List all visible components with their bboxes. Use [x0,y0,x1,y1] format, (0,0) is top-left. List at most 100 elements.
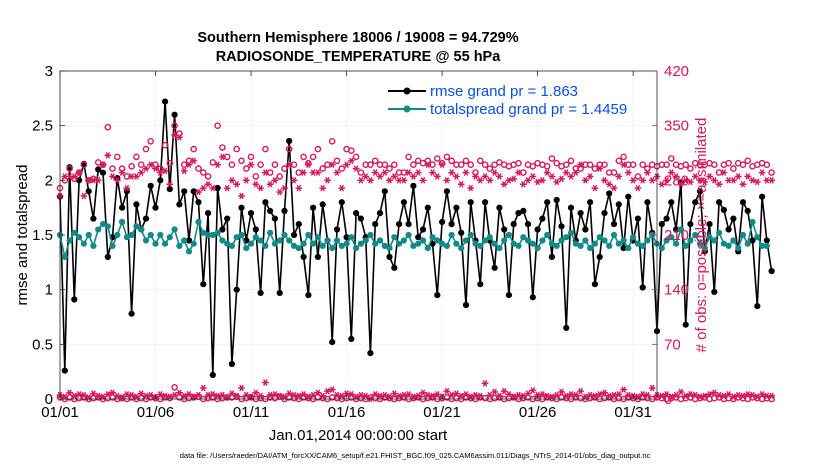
possible-obs-marker [548,155,556,162]
rmse-point [348,335,355,342]
assimilated-obs-marker-bottom [185,391,193,398]
assimilated-obs-marker-bottom [596,391,604,398]
possible-obs-marker [744,157,752,165]
spread-point [367,231,374,239]
rmse-point [687,221,694,228]
assimilated-obs-marker-bottom [433,391,441,398]
possible-obs-marker [553,159,561,167]
assimilated-obs-marker-bottom [586,391,594,399]
assimilated-obs-marker [137,169,145,176]
rmse-point [162,98,169,105]
assimilated-obs-marker-bottom [734,391,742,399]
assimilated-obs-marker-bottom [644,391,651,399]
rmse-point [563,324,570,331]
assimilated-obs-marker [734,173,742,180]
assimilated-obs-marker [534,178,541,186]
rmse-point [711,288,718,295]
assimilated-obs-marker-bottom [223,394,231,401]
spread-point [391,234,398,241]
possible-obs-marker [104,123,112,131]
spread-point [596,234,603,241]
assimilated-obs-marker-bottom [266,391,274,399]
spread-point [386,245,393,252]
spread-point [673,240,680,247]
possible-obs-marker [233,145,240,153]
spread-point [692,231,699,239]
assimilated-obs-marker [615,173,623,180]
rmse-point [668,199,675,206]
assimilated-obs-marker [601,177,608,184]
spread-point [625,245,632,252]
spread-point [677,226,685,233]
assimilated-obs-marker-bottom [242,391,250,399]
rmse-point [496,204,503,211]
assimilated-obs-marker-bottom [414,392,422,400]
assimilated-obs-marker [324,177,331,184]
spread-point [219,237,226,244]
assimilated-obs-marker-bottom [142,392,150,400]
rmse-point [262,199,269,206]
assimilated-obs-marker [505,177,513,184]
assimilated-obs-marker [663,177,670,184]
assimilated-obs-marker [687,178,694,186]
assimilated-obs-marker [376,173,384,180]
spread-point [338,242,345,249]
rmse-point [759,193,766,200]
assimilated-obs-marker [271,177,279,184]
spread-point [706,234,713,241]
assimilated-obs-marker-bottom [529,387,537,394]
rmse-point [658,221,665,228]
assimilated-obs-marker [672,173,680,180]
rmse-point [591,281,599,288]
rmse-point [544,199,551,206]
assimilated-obs-marker-bottom [562,392,570,400]
possible-obs-marker-bottom [171,383,178,391]
rmse-point [696,188,704,195]
assimilated-obs-marker [247,161,255,169]
rmse-point [257,289,264,296]
y2-tick-label: 350 [664,118,689,135]
spread-point [453,240,460,247]
rmse-point [381,188,388,195]
assimilated-obs-marker-bottom [118,394,126,401]
assimilated-obs-marker [242,177,250,184]
possible-obs-marker [443,153,451,161]
spread-point [329,245,336,252]
assimilated-obs-marker-bottom [300,391,307,398]
spread-point [472,240,479,247]
spread-point [238,231,245,239]
rmse-point [706,221,713,228]
assimilated-obs-marker [500,180,508,188]
assimilated-obs-marker-bottom [104,391,112,398]
assimilated-obs-marker [123,184,131,192]
assimilated-obs-marker-bottom [505,391,513,398]
assimilated-obs-marker [682,177,690,184]
possible-obs-marker [333,157,341,165]
spread-point [343,240,350,247]
possible-obs-marker [601,161,608,168]
spread-point [739,231,747,239]
assimilated-obs-marker [333,169,341,176]
spread-point [548,240,556,247]
y2-tick-label: 0 [664,391,672,408]
rmse-point [739,199,747,206]
rmse-point [582,226,589,233]
possible-obs-marker [486,165,494,172]
spread-point [510,240,517,247]
rmse-point [133,201,140,208]
rmse-point [252,226,259,233]
assimilated-obs-marker [261,169,269,176]
possible-obs-marker [410,161,417,168]
spread-point [76,234,83,241]
rmse-point [415,234,422,241]
assimilated-obs-marker-bottom [238,384,245,392]
possible-obs-marker [109,165,116,172]
assimilated-obs-marker-bottom [495,392,503,400]
assimilated-obs-marker-bottom [395,392,403,400]
rmse-point [281,207,288,214]
spread-point [90,242,97,249]
series-layer [56,98,775,378]
rmse-point [152,204,159,211]
assimilated-obs-marker [209,184,217,192]
assimilated-obs-marker [338,184,346,192]
